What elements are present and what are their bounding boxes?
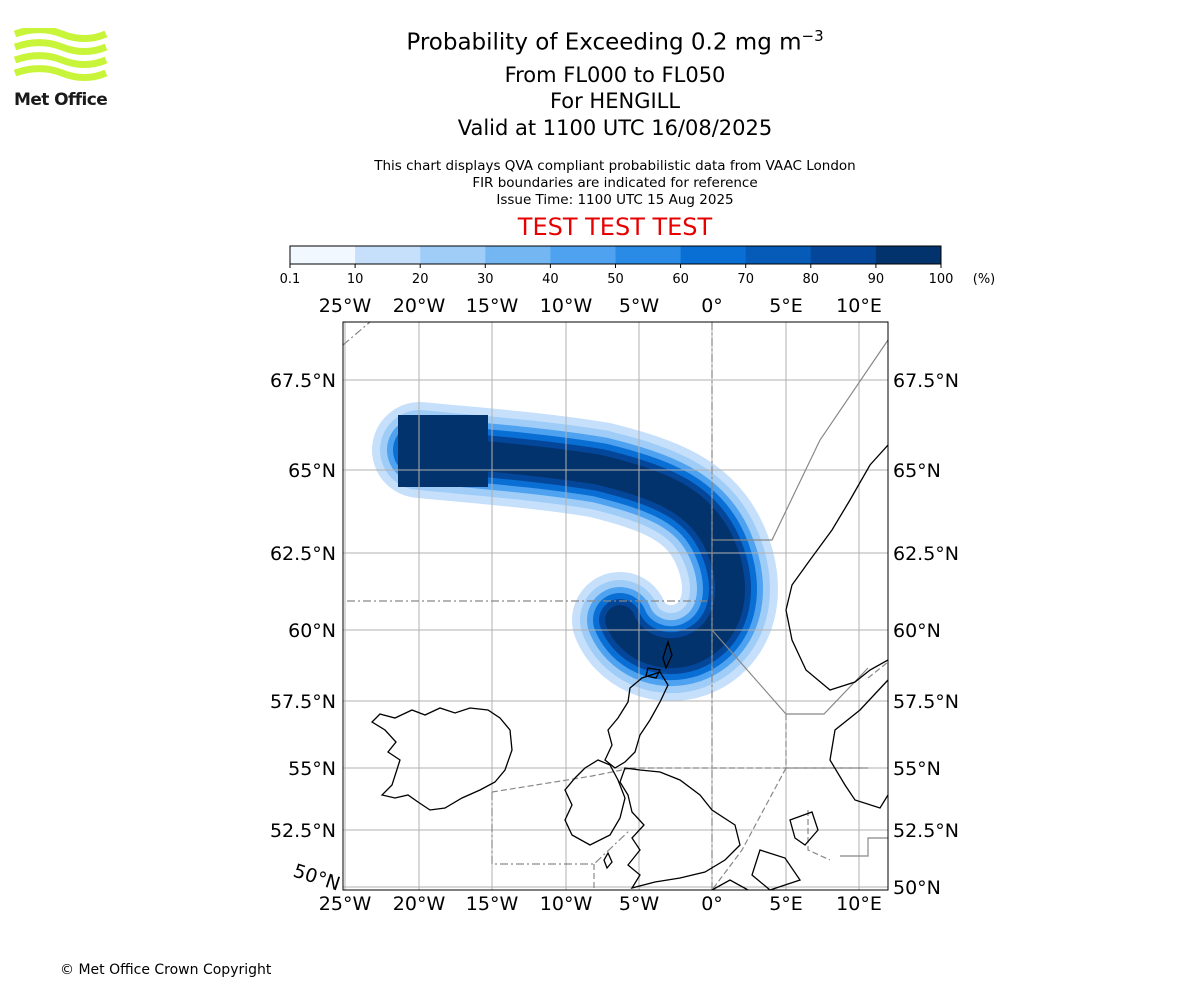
colorbar-segment [550,246,616,264]
colorbar-tick-label: 40 [542,272,559,287]
lat-label-left: 62.5°N [270,543,336,565]
lon-label-top: 10°W [540,295,593,317]
logo-wave [13,26,108,42]
colorbar-tick-label: 100 [929,272,954,287]
colorbar-segment [485,246,551,264]
plume-core [398,415,488,487]
colorbar-tick-label: 10 [347,272,364,287]
lat-label-left: 67.5°N [270,370,336,392]
lon-label-bottom: 5°W [619,893,660,915]
colorbar-segment [355,246,421,264]
title-exponent: −3 [801,27,824,45]
chart-title: Probability of Exceeding 0.2 mg m−3 [290,27,940,56]
lon-label-top: 15°W [466,295,519,317]
lat-label-right: 50°N [893,877,941,899]
colorbar-segment [420,246,486,264]
lat-label-right: 57.5°N [893,691,959,713]
probability-map: 25°W 25°W 20°W 20°W 15°W 15°W 10°W 10°W 5°W 5°W 0°… [270,295,959,915]
lon-label-bottom: 5°E [769,893,803,915]
lat-label-right: 62.5°N [893,543,959,565]
logo-wave [13,39,108,55]
logo-waves-icon [13,26,108,81]
colorbar-segment [680,246,747,264]
lon-label-top: 0° [701,295,723,317]
lon-label-bottom: 25°W [319,893,372,915]
colorbar-tick-label: 0.1 [280,272,301,287]
colorbar-tick-label: 80 [803,272,820,287]
axis-labels: 25°W 25°W 20°W 20°W 15°W 15°W 10°W 10°W 5°W 5°W 0°… [270,295,959,915]
volcano-name: For HENGILL [549,89,681,113]
coastlines [370,444,888,890]
lat-label-left: 65°N [288,460,336,482]
lat-label-left: 57.5°N [270,691,336,713]
lon-label-top: 5°E [769,295,803,317]
graticule [343,322,888,890]
logo-text: Met Office [14,90,108,110]
colorbar: 0.1 10 20 30 40 50 60 70 80 90 100 (%) [280,245,996,287]
copyright: © Met Office Crown Copyright [60,962,272,978]
note-fir: FIR boundaries are indicated for referen… [472,175,758,191]
lat-label-left: 52.5°N [270,820,336,842]
lat-label-left: 55°N [288,758,336,780]
logo-wave [13,65,108,81]
colorbar-segment [615,246,682,264]
lon-label-top: 5°W [619,295,660,317]
lon-label-bottom: 20°W [393,893,446,915]
colorbar-segment [810,246,877,264]
colorbar-tick-label: 70 [737,272,754,287]
colorbar-segment [875,246,942,264]
colorbar-tick-label: 50 [607,272,624,287]
lon-label-bottom: 10°W [540,893,593,915]
lat-label-right: 55°N [893,758,941,780]
lat-label-right: 52.5°N [893,820,959,842]
lon-label-bottom: 10°E [836,893,882,915]
map-frame [342,321,889,891]
valid-time: Valid at 1100 UTC 16/08/2025 [457,116,773,140]
note-qva: This chart displays QVA compliant probab… [374,158,856,174]
lat-label-left: 60°N [288,620,336,642]
colorbar-unit: (%) [973,272,996,287]
lon-label-bottom: 15°W [466,893,519,915]
colorbar-segment [290,246,356,264]
title-main: Probability of Exceeding 0.2 mg m [406,29,802,56]
test-banner: TEST TEST TEST [517,213,713,241]
fir-boundaries [343,322,888,890]
lon-label-top: 25°W [319,295,372,317]
met-office-logo: Met Office [12,26,112,114]
logo-wave [13,52,108,68]
note-issue-time: Issue Time: 1100 UTC 15 Aug 2025 [496,192,734,208]
lat-label-right: 60°N [893,620,941,642]
lat-label-right: 65°N [893,460,941,482]
lon-label-top: 20°W [393,295,446,317]
flight-level-range: From FL000 to FL050 [504,63,726,87]
colorbar-tick-label: 30 [477,272,494,287]
lat-label-corner: 50°N [290,860,342,896]
lon-label-top: 10°E [836,295,882,317]
colorbar-segment [745,246,812,264]
lon-label-bottom: 0° [701,893,723,915]
colorbar-tick-label: 60 [672,272,689,287]
colorbar-tick-label: 20 [412,272,429,287]
lat-label-right: 67.5°N [893,370,959,392]
colorbar-tick-label: 90 [868,272,885,287]
